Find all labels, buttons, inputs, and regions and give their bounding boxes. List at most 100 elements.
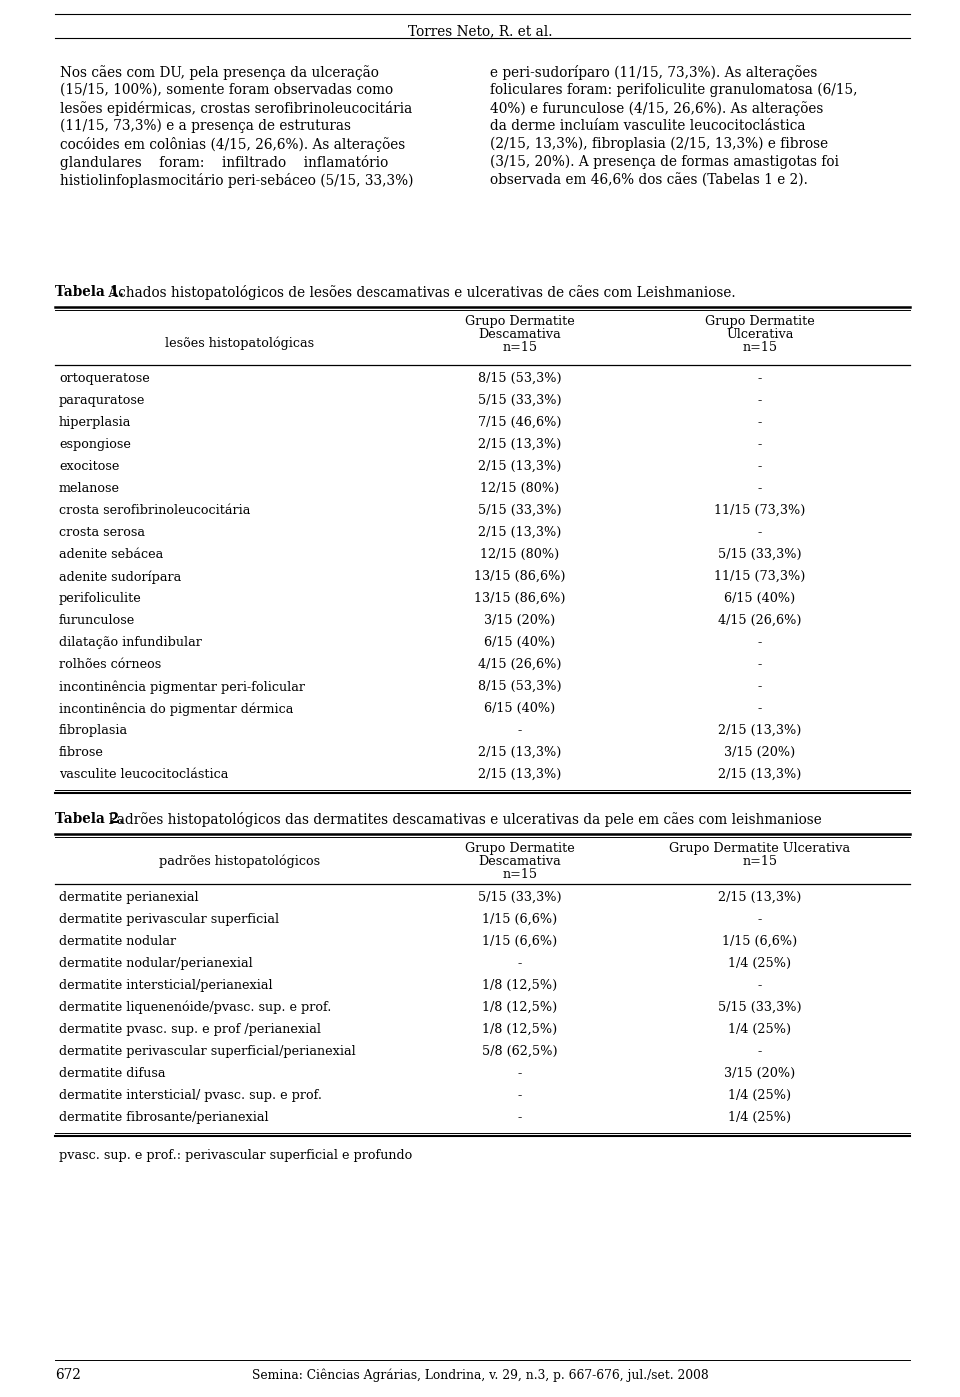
Text: 2/15 (13,3%): 2/15 (13,3%) (718, 768, 802, 781)
Text: dermatite perivascular superficial: dermatite perivascular superficial (59, 914, 279, 926)
Text: n=15: n=15 (742, 855, 778, 868)
Text: Achados histopatológicos de lesões descamativas e ulcerativas de cães com Leishm: Achados histopatológicos de lesões desca… (105, 285, 736, 300)
Text: foliculares foram: perifoliculite granulomatosa (6/15,: foliculares foram: perifoliculite granul… (490, 82, 857, 98)
Text: 3/15 (20%): 3/15 (20%) (725, 1067, 796, 1080)
Text: 6/15 (40%): 6/15 (40%) (485, 636, 556, 650)
Text: 1/8 (12,5%): 1/8 (12,5%) (482, 1002, 558, 1014)
Text: -: - (517, 724, 522, 738)
Text: Grupo Dermatite Ulcerativa: Grupo Dermatite Ulcerativa (669, 842, 851, 855)
Text: (2/15, 13,3%), fibroplasia (2/15, 13,3%) e fibrose: (2/15, 13,3%), fibroplasia (2/15, 13,3%)… (490, 137, 828, 151)
Text: melanose: melanose (59, 482, 120, 495)
Text: -: - (517, 1111, 522, 1125)
Text: -: - (517, 1090, 522, 1102)
Text: 4/15 (26,6%): 4/15 (26,6%) (478, 658, 562, 671)
Text: Ulcerativa: Ulcerativa (727, 328, 794, 341)
Text: -: - (757, 460, 762, 474)
Text: 11/15 (73,3%): 11/15 (73,3%) (714, 504, 805, 517)
Text: 3/15 (20%): 3/15 (20%) (725, 746, 796, 759)
Text: 13/15 (86,6%): 13/15 (86,6%) (474, 570, 565, 583)
Text: 11/15 (73,3%): 11/15 (73,3%) (714, 570, 805, 583)
Text: 40%) e furunculose (4/15, 26,6%). As alterações: 40%) e furunculose (4/15, 26,6%). As alt… (490, 101, 824, 116)
Text: 5/15 (33,3%): 5/15 (33,3%) (478, 394, 562, 407)
Text: (3/15, 20%). A presença de formas amastigotas foi: (3/15, 20%). A presença de formas amasti… (490, 155, 839, 169)
Text: n=15: n=15 (742, 341, 778, 353)
Text: incontinência pigmentar peri-folicular: incontinência pigmentar peri-folicular (59, 680, 305, 693)
Text: 1/15 (6,6%): 1/15 (6,6%) (482, 914, 558, 926)
Text: e peri-sudoríparo (11/15, 73,3%). As alterações: e peri-sudoríparo (11/15, 73,3%). As alt… (490, 66, 817, 80)
Text: adenite sudorípara: adenite sudorípara (59, 570, 181, 584)
Text: cocóides em colônias (4/15, 26,6%). As alterações: cocóides em colônias (4/15, 26,6%). As a… (60, 137, 405, 152)
Text: 3/15 (20%): 3/15 (20%) (485, 615, 556, 627)
Text: 1/8 (12,5%): 1/8 (12,5%) (482, 979, 558, 992)
Text: furunculose: furunculose (59, 615, 135, 627)
Text: Descamativa: Descamativa (479, 855, 562, 868)
Text: -: - (757, 416, 762, 429)
Text: 5/8 (62,5%): 5/8 (62,5%) (482, 1045, 558, 1058)
Text: 2/15 (13,3%): 2/15 (13,3%) (478, 439, 562, 451)
Text: dermatite perianexial: dermatite perianexial (59, 891, 199, 904)
Text: -: - (757, 658, 762, 671)
Text: -: - (757, 703, 762, 715)
Text: Tabela 2.: Tabela 2. (55, 812, 124, 826)
Text: 2/15 (13,3%): 2/15 (13,3%) (478, 460, 562, 474)
Text: padrões histopatológicos: padrões histopatológicos (159, 855, 321, 869)
Text: 2/15 (13,3%): 2/15 (13,3%) (478, 768, 562, 781)
Text: espongiose: espongiose (59, 439, 131, 451)
Text: ortoqueratose: ortoqueratose (59, 372, 150, 386)
Text: dermatite difusa: dermatite difusa (59, 1067, 165, 1080)
Text: 6/15 (40%): 6/15 (40%) (485, 703, 556, 715)
Text: dermatite nodular: dermatite nodular (59, 935, 176, 949)
Text: perifoliculite: perifoliculite (59, 592, 142, 605)
Text: 7/15 (46,6%): 7/15 (46,6%) (478, 416, 562, 429)
Text: lesões histopatológicas: lesões histopatológicas (165, 337, 315, 351)
Text: dermatite nodular/perianexial: dermatite nodular/perianexial (59, 957, 252, 970)
Text: -: - (757, 372, 762, 386)
Text: 1/8 (12,5%): 1/8 (12,5%) (482, 1023, 558, 1037)
Text: -: - (757, 914, 762, 926)
Text: paraquratose: paraquratose (59, 394, 145, 407)
Text: -: - (757, 527, 762, 539)
Text: 1/4 (25%): 1/4 (25%) (729, 1023, 792, 1037)
Text: n=15: n=15 (502, 868, 538, 882)
Text: 8/15 (53,3%): 8/15 (53,3%) (478, 372, 562, 386)
Text: 1/15 (6,6%): 1/15 (6,6%) (722, 935, 798, 949)
Text: -: - (517, 1067, 522, 1080)
Text: dilatação infundibular: dilatação infundibular (59, 636, 202, 650)
Text: dermatite fibrosante/perianexial: dermatite fibrosante/perianexial (59, 1111, 269, 1125)
Text: pvasc. sup. e prof.: perivascular superficial e profundo: pvasc. sup. e prof.: perivascular superf… (59, 1148, 412, 1162)
Text: observada em 46,6% dos cães (Tabelas 1 e 2).: observada em 46,6% dos cães (Tabelas 1 e… (490, 173, 808, 187)
Text: (15/15, 100%), somente foram observadas como: (15/15, 100%), somente foram observadas … (60, 82, 394, 96)
Text: fibrose: fibrose (59, 746, 104, 759)
Text: Torres Neto, R. et al.: Torres Neto, R. et al. (408, 24, 552, 38)
Text: 8/15 (53,3%): 8/15 (53,3%) (478, 680, 562, 693)
Text: n=15: n=15 (502, 341, 538, 353)
Text: exocitose: exocitose (59, 460, 119, 474)
Text: 4/15 (26,6%): 4/15 (26,6%) (718, 615, 802, 627)
Text: -: - (757, 1045, 762, 1058)
Text: -: - (757, 680, 762, 693)
Text: 1/15 (6,6%): 1/15 (6,6%) (482, 935, 558, 949)
Text: 13/15 (86,6%): 13/15 (86,6%) (474, 592, 565, 605)
Text: histiolinfoplasmocitário peri-sebáceo (5/15, 33,3%): histiolinfoplasmocitário peri-sebáceo (5… (60, 173, 414, 189)
Text: adenite sebácea: adenite sebácea (59, 548, 163, 562)
Text: hiperplasia: hiperplasia (59, 416, 132, 429)
Text: vasculite leucocitoclástica: vasculite leucocitoclástica (59, 768, 228, 781)
Text: Grupo Dermatite: Grupo Dermatite (466, 842, 575, 855)
Text: 5/15 (33,3%): 5/15 (33,3%) (718, 548, 802, 562)
Text: 2/15 (13,3%): 2/15 (13,3%) (718, 891, 802, 904)
Text: dermatite perivascular superficial/perianexial: dermatite perivascular superficial/peria… (59, 1045, 356, 1058)
Text: -: - (757, 394, 762, 407)
Text: fibroplasia: fibroplasia (59, 724, 128, 738)
Text: lesões epidérmicas, crostas serofibrinoleucocitária: lesões epidérmicas, crostas serofibrinol… (60, 101, 412, 116)
Text: 1/4 (25%): 1/4 (25%) (729, 1090, 792, 1102)
Text: da derme incluíam vasculite leucocitoclástica: da derme incluíam vasculite leucocitoclá… (490, 119, 805, 133)
Text: dermatite intersticial/perianexial: dermatite intersticial/perianexial (59, 979, 273, 992)
Text: rolhões córneos: rolhões córneos (59, 658, 161, 671)
Text: Tabela 1.: Tabela 1. (55, 285, 124, 299)
Text: -: - (757, 979, 762, 992)
Text: incontinência do pigmentar dérmica: incontinência do pigmentar dérmica (59, 703, 294, 715)
Text: Descamativa: Descamativa (479, 328, 562, 341)
Text: 2/15 (13,3%): 2/15 (13,3%) (718, 724, 802, 738)
Text: 2/15 (13,3%): 2/15 (13,3%) (478, 527, 562, 539)
Text: crosta serosa: crosta serosa (59, 527, 145, 539)
